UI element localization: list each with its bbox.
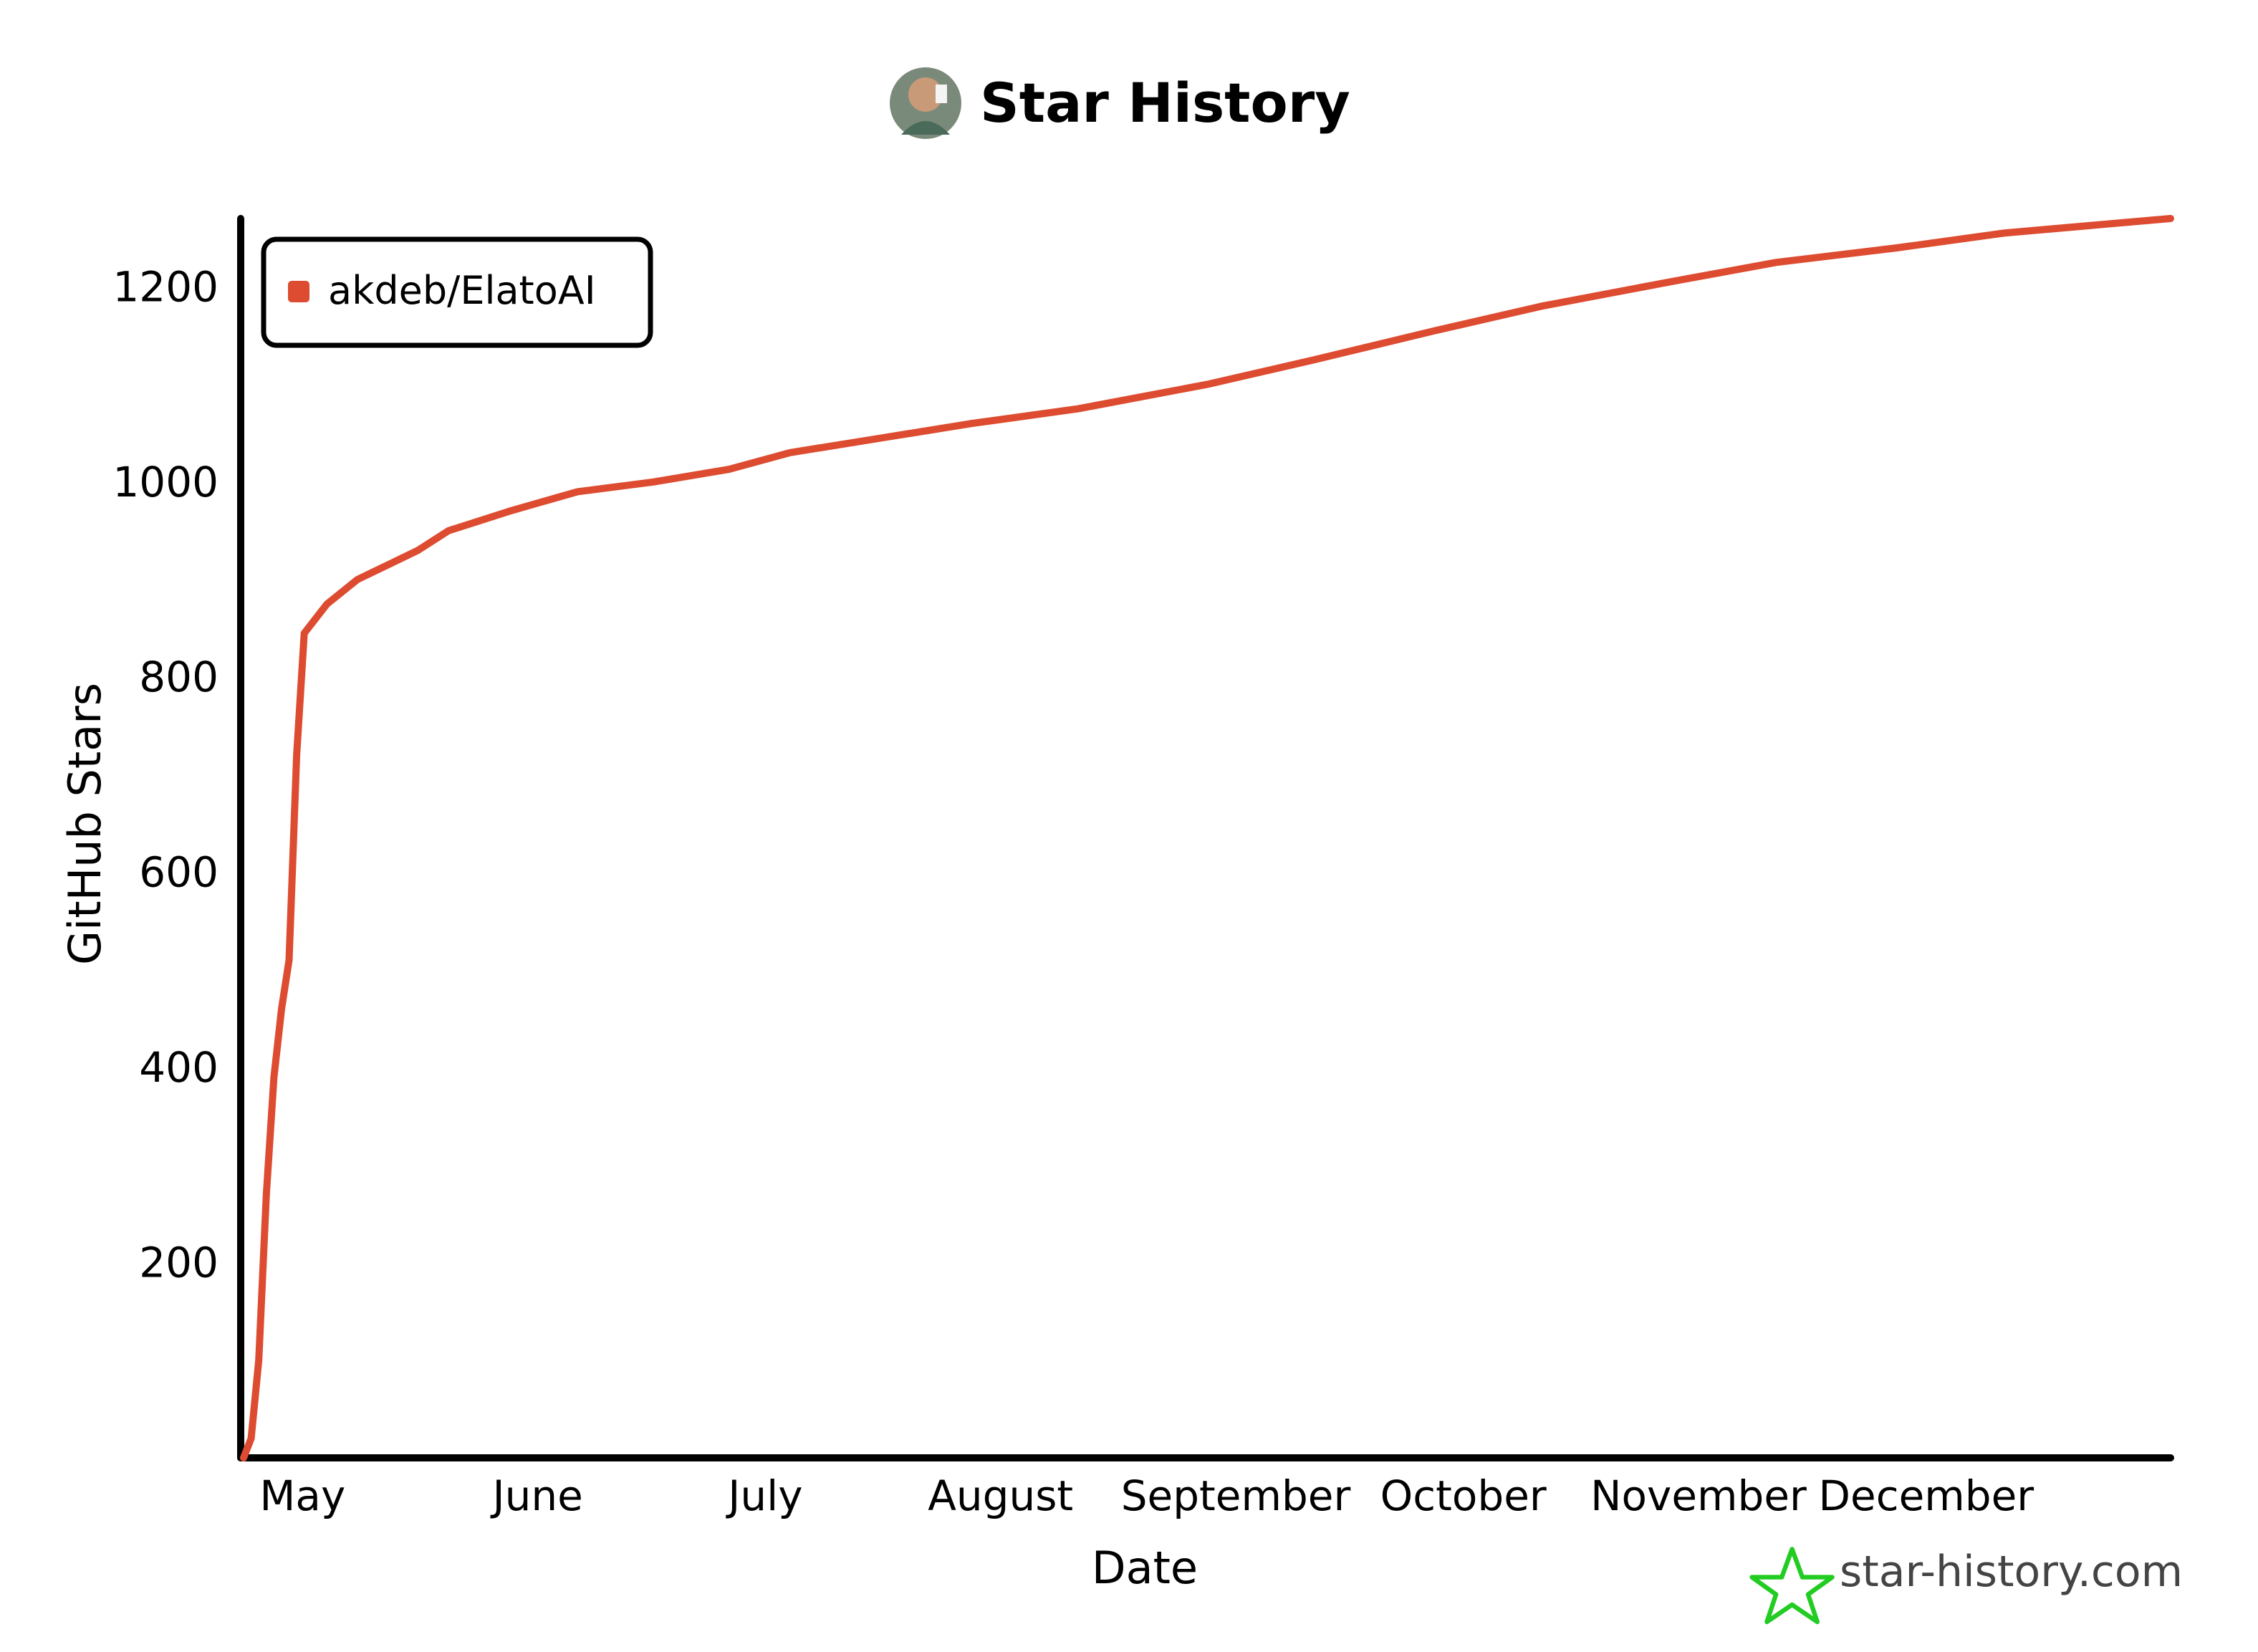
x-tick-label: July bbox=[726, 1471, 802, 1520]
legend: akdeb/ElatoAI bbox=[261, 236, 653, 348]
legend-swatch bbox=[288, 281, 309, 302]
y-tick-label: 1200 bbox=[112, 262, 218, 311]
x-tick-label: May bbox=[259, 1471, 345, 1520]
x-axis-title: Date bbox=[1092, 1542, 1198, 1594]
x-tick-label: August bbox=[928, 1471, 1073, 1520]
y-tick-labels: 200 400 600 800 1000 1200 bbox=[112, 262, 218, 1287]
series-line-akdeb-elatoai bbox=[240, 215, 2174, 1461]
x-tick-label: October bbox=[1380, 1471, 1547, 1520]
y-tick-label: 600 bbox=[139, 848, 218, 897]
x-tick-labels: May June July August September October Novembe… bbox=[259, 1471, 2034, 1520]
brand-link[interactable]: star-history.com bbox=[1840, 1547, 2183, 1597]
y-tick-label: 800 bbox=[139, 653, 218, 701]
chart-title-group: Star History bbox=[890, 67, 1350, 139]
x-tick-label: November bbox=[1590, 1471, 1807, 1520]
legend-label: akdeb/ElatoAI bbox=[328, 268, 596, 313]
x-tick-label: December bbox=[1818, 1471, 2034, 1520]
avatar-icon bbox=[890, 67, 961, 139]
x-tick-label: September bbox=[1121, 1471, 1351, 1520]
y-tick-label: 200 bbox=[139, 1239, 218, 1287]
legend-box bbox=[261, 236, 653, 348]
y-tick-label: 400 bbox=[139, 1043, 218, 1092]
x-tick-label: June bbox=[491, 1471, 583, 1520]
chart-title: Star History bbox=[980, 71, 1350, 135]
y-axis-title: GitHub Stars bbox=[59, 683, 111, 965]
y-tick-label: 1000 bbox=[112, 458, 218, 506]
star-history-logo-icon bbox=[1749, 1547, 1835, 1625]
brand-watermark[interactable]: star-history.com bbox=[1749, 1547, 2183, 1625]
